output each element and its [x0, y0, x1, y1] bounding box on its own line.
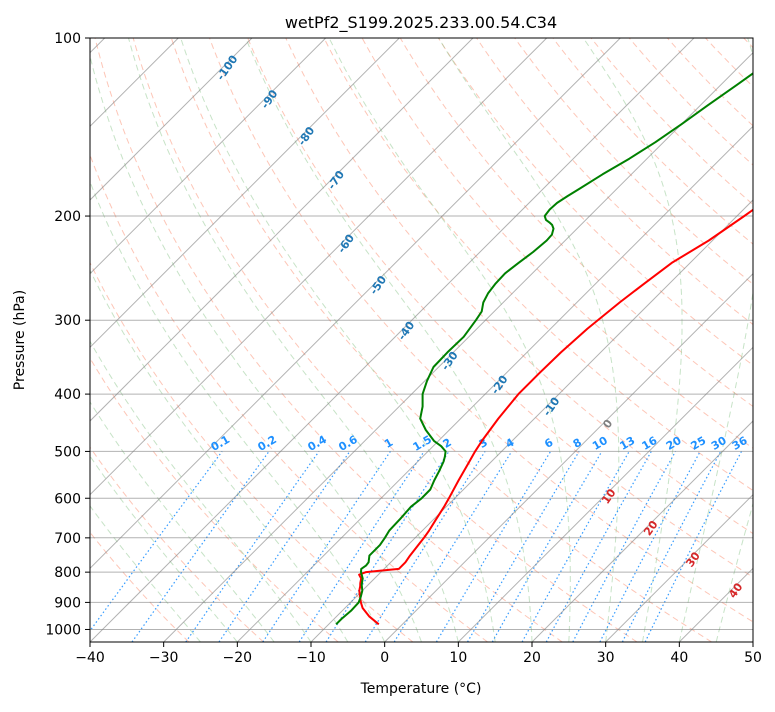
- y-tick-label: 900: [54, 595, 81, 611]
- y-axis-label: Pressure (hPa): [12, 290, 28, 390]
- x-tick-label: 10: [449, 650, 467, 666]
- y-tick-label: 100: [54, 31, 81, 47]
- y-tick-label: 1000: [45, 622, 81, 638]
- y-tick-label: 600: [54, 491, 81, 507]
- y-tick-label: 300: [54, 313, 81, 329]
- x-tick-label: −30: [149, 650, 179, 666]
- x-tick-label: 50: [744, 650, 762, 666]
- x-axis-label: Temperature (°C): [360, 681, 482, 697]
- chart-title: wetPf2_S199.2025.233.00.54.C34: [285, 13, 557, 33]
- y-tick-label: 400: [54, 387, 81, 403]
- x-tick-label: 0: [380, 650, 389, 666]
- x-tick-label: 30: [597, 650, 615, 666]
- y-tick-label: 500: [54, 444, 81, 460]
- x-tick-label: −10: [296, 650, 326, 666]
- x-tick-label: −40: [75, 650, 105, 666]
- y-tick-label: 200: [54, 209, 81, 225]
- y-tick-label: 800: [54, 565, 81, 581]
- x-tick-label: 20: [523, 650, 541, 666]
- y-tick-label: 700: [54, 531, 81, 547]
- x-tick-label: 40: [670, 650, 688, 666]
- x-tick-label: −20: [223, 650, 253, 666]
